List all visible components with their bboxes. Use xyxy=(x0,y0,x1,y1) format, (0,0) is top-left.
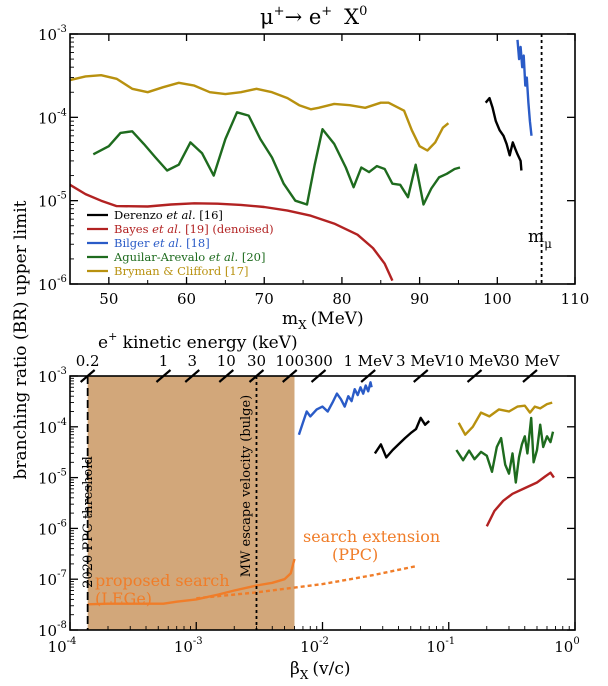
energy-tick-label: 1 MeV xyxy=(343,352,394,370)
bottom-y-tick-label: 10-4 xyxy=(38,417,67,437)
energy-tick-label: 300 xyxy=(304,352,333,370)
top-title: μ+→ e+ X0 xyxy=(260,4,367,29)
svg-text:Derenzo et al. [16]: Derenzo et al. [16] xyxy=(114,208,223,222)
top-x-tick-label: 80 xyxy=(332,290,351,308)
energy-tick-label: 10 xyxy=(217,352,236,370)
energy-tick-label: 0.2 xyxy=(76,352,100,370)
bottom-x-tick-label: 10-1 xyxy=(426,636,455,656)
energy-tick xyxy=(522,369,538,383)
bottom-x-tick-label: 10-3 xyxy=(174,636,203,656)
bottom-y-tick-label: 10-5 xyxy=(38,468,67,488)
y-axis-label: branching ratio (BR) upper limit xyxy=(11,200,31,479)
bottom-x-axis-label: βX (v/c) xyxy=(290,659,351,682)
energy-tick xyxy=(360,369,376,383)
top-mmu-label: mμ xyxy=(528,227,552,251)
energy-tick-label: 100 xyxy=(275,352,304,370)
legend-item-bayes: Bayes et al. [19] (denoised) xyxy=(87,222,274,236)
bottom-y-tick-label: 10-3 xyxy=(38,366,67,386)
energy-tick-label: 3 MeV xyxy=(396,352,447,370)
search-extension-label: search extension xyxy=(303,527,440,546)
energy-tick xyxy=(248,369,265,383)
title-e-sup: + xyxy=(321,4,332,19)
top-x-tick-label: 70 xyxy=(255,290,274,308)
top-plot-frame xyxy=(69,33,576,285)
energy-tick xyxy=(218,369,235,383)
legend-item-aguilar: Aguilar-Arevalo et al. [20] xyxy=(87,250,265,264)
bottom-y-tick-label: 10-6 xyxy=(38,518,67,538)
top-x-tick-label: 90 xyxy=(410,290,429,308)
top-x-tick-label: 110 xyxy=(561,290,590,308)
top-x-tick-label: 50 xyxy=(99,290,118,308)
title-x-sup: 0 xyxy=(359,4,367,19)
top-axis-title: e+ kinetic energy (keV) xyxy=(98,330,298,353)
legend-item-bryman: Bryman & Clifford [17] xyxy=(87,264,249,278)
energy-tick-label: 10 MeV xyxy=(445,352,505,370)
title-mu: μ xyxy=(260,5,274,29)
energy-tick-label: 1 xyxy=(159,352,169,370)
energy-tick xyxy=(79,369,96,383)
energy-tick-label: 30 xyxy=(247,352,266,370)
top-y-tick-label: 10-6 xyxy=(38,274,67,294)
bottom-y-tick-label: 10-7 xyxy=(38,569,67,589)
top-y-tick-label: 10-4 xyxy=(38,107,67,127)
bottom-x-tick-label: 10-2 xyxy=(300,636,329,656)
bottom-panel: e+ kinetic energy (keV) 10-4 10-3 10-2 10-1… xyxy=(38,330,580,682)
energy-tick xyxy=(466,369,483,383)
legend-item-bilger: Bilger et al. [18] xyxy=(87,236,210,250)
bottom-series-line-6 xyxy=(485,471,555,527)
top-series-line-4 xyxy=(516,39,533,136)
energy-tick xyxy=(184,369,200,383)
search-extension-sub: (PPC) xyxy=(332,545,378,564)
top-series-line-1 xyxy=(92,111,461,206)
top-y-tick-label: 10-5 xyxy=(38,191,67,211)
title-mu-sup: + xyxy=(274,4,285,19)
ppc-threshold-label: 2020 PPC threshold xyxy=(81,456,96,588)
bottom-series-line-2 xyxy=(297,381,373,436)
proposed-search-label: proposed search xyxy=(95,571,230,590)
energy-tick xyxy=(282,369,298,383)
legend-item-derenzo: Derenzo et al. [16] xyxy=(87,208,223,222)
excluded-region xyxy=(87,376,295,630)
energy-tick-label: 30 MeV xyxy=(501,352,561,370)
bottom-x-tick-label: 100 xyxy=(554,636,579,656)
top-legend: Derenzo et al. [16] Bayes et al. [19] (d… xyxy=(87,208,274,278)
energy-tick xyxy=(155,369,172,383)
top-series-line-2 xyxy=(69,183,394,282)
energy-tick-label: 3 xyxy=(187,352,197,370)
mw-escape-label: MW escape velocity (bulge) xyxy=(239,395,254,578)
bottom-y-tick-label: 10-8 xyxy=(38,620,67,640)
top-x-tick-label: 60 xyxy=(177,290,196,308)
svg-text:Bayes et al. [19] (denoised): Bayes et al. [19] (denoised) xyxy=(114,222,274,236)
svg-text:Aguilar-Arevalo et al. [20]: Aguilar-Arevalo et al. [20] xyxy=(113,250,265,264)
top-x-tick-label: 100 xyxy=(483,290,512,308)
title-x: X xyxy=(344,5,359,29)
svg-text:Bilger et al. [18]: Bilger et al. [18] xyxy=(114,236,210,250)
energy-tick xyxy=(413,369,429,383)
top-y-tick-label: 10-3 xyxy=(38,24,67,44)
proposed-search-sub: (LEGe) xyxy=(95,589,152,608)
bottom-series-line-4 xyxy=(457,401,553,436)
top-panel: μ+→ e+ X0 50 60 70 80 90 100 11010-610-510-410-… xyxy=(38,4,589,332)
energy-tick xyxy=(310,369,327,383)
svg-text:Bryman & Clifford [17]: Bryman & Clifford [17] xyxy=(114,264,249,278)
top-x-axis-label: mX (MeV) xyxy=(282,309,364,332)
bottom-series-line-5 xyxy=(455,416,555,484)
bottom-series-line-1 xyxy=(196,565,417,600)
title-arrow: → e xyxy=(285,5,322,29)
bottom-series-line-0 xyxy=(87,558,296,606)
top-series-line-3 xyxy=(484,96,523,171)
bottom-series-line-3 xyxy=(373,416,431,459)
top-series-line-0 xyxy=(69,74,450,152)
